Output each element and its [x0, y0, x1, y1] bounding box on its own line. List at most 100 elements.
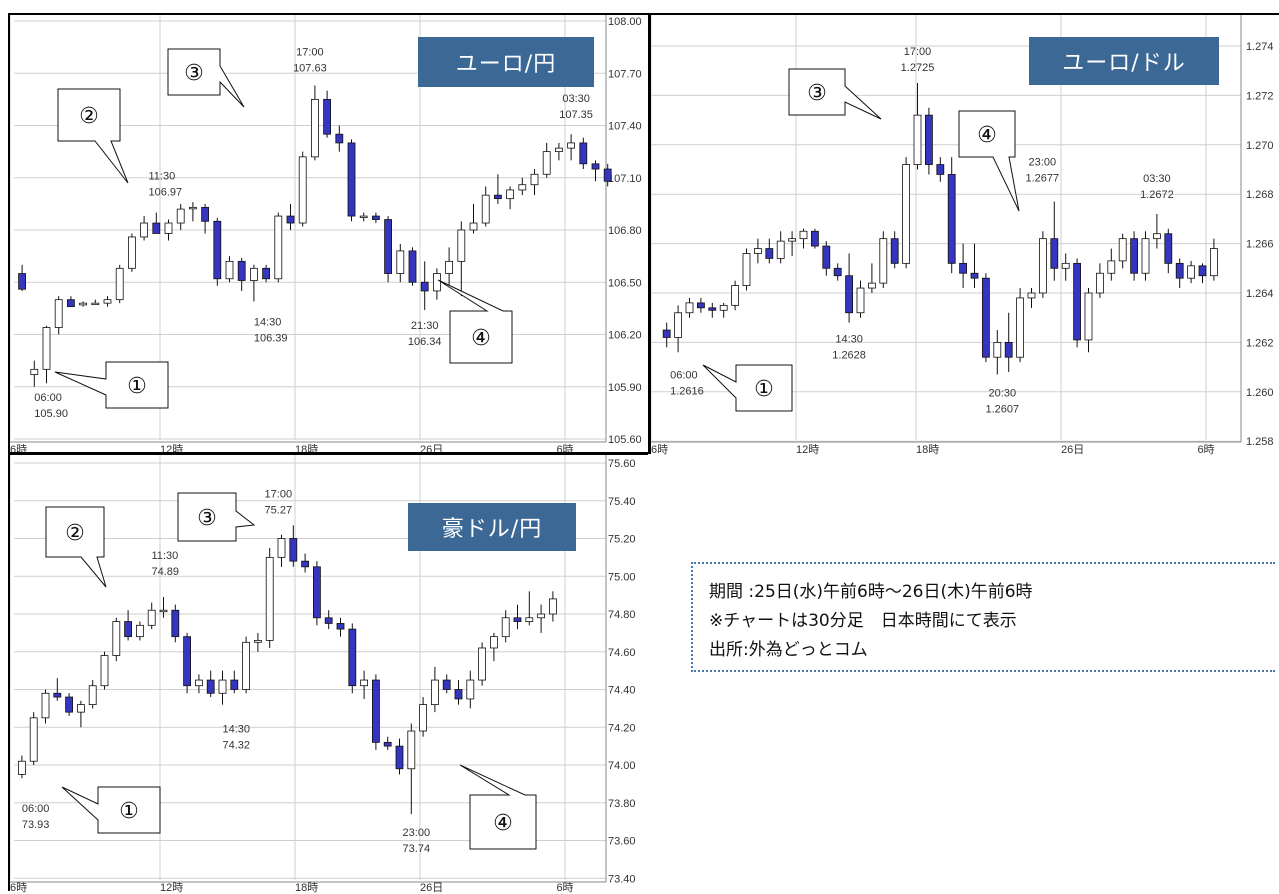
- candlestick: [201, 203, 210, 234]
- candlestick: [530, 169, 539, 196]
- x-tick-label: 26日: [420, 882, 443, 894]
- candlestick: [1198, 263, 1207, 284]
- candlestick: [54, 296, 63, 335]
- candlestick: [833, 263, 842, 281]
- candlestick: [731, 280, 739, 311]
- annotation-time: 14:30: [835, 334, 863, 346]
- callout-marker: ①: [54, 361, 169, 409]
- candlestick: [323, 90, 332, 138]
- callout-number: ①: [754, 377, 774, 402]
- annotation-time: 17:00: [296, 46, 324, 58]
- y-tick-label: 1.270: [1246, 140, 1274, 152]
- candlestick: [65, 693, 73, 716]
- candlestick: [1152, 213, 1161, 249]
- candlestick: [1027, 288, 1036, 308]
- annotation-time: 23:00: [403, 827, 431, 839]
- candlestick: [902, 157, 911, 269]
- callout-number: ④: [493, 811, 513, 836]
- annotation-price: 1.2607: [985, 404, 1019, 416]
- candlestick: [1164, 228, 1173, 274]
- annotation-price: 1.2672: [1140, 189, 1174, 201]
- candlestick: [478, 642, 487, 686]
- candlestick: [481, 186, 490, 227]
- x-tick-label: 12時: [796, 443, 819, 456]
- candlestick: [289, 525, 298, 567]
- candlestick: [1050, 201, 1059, 281]
- candlestick: [856, 280, 865, 318]
- y-tick-label: 107.40: [608, 121, 642, 133]
- candlestick: [525, 591, 534, 626]
- annotation-price: 74.89: [152, 566, 180, 578]
- candlestick: [981, 273, 990, 363]
- annotation-time: 17:00: [265, 488, 293, 500]
- info-note: ※チャートは30分足 日本時間にて表示: [709, 611, 1017, 631]
- x-tick-label: 26日: [1061, 444, 1084, 456]
- y-tick-label: 108.00: [608, 16, 642, 28]
- callout-marker: ②: [57, 88, 129, 184]
- annotation-time: 14:30: [223, 724, 251, 736]
- candlestick: [30, 360, 39, 387]
- candlestick: [1004, 312, 1013, 373]
- callout-number: ②: [65, 521, 85, 546]
- candlestick: [1210, 238, 1218, 281]
- x-tick-label: 18時: [295, 881, 318, 894]
- y-tick-label: 1.266: [1246, 239, 1274, 251]
- candlestick: [799, 228, 808, 249]
- candlestick: [159, 597, 168, 618]
- annotation-price: 1.2616: [670, 385, 704, 397]
- candlestick: [685, 297, 694, 318]
- annotation-price: 1.2628: [832, 350, 866, 362]
- y-tick-label: 74.80: [608, 609, 636, 621]
- candlestick: [754, 238, 762, 264]
- candlestick: [493, 174, 502, 204]
- annotation-price: 1.2677: [1025, 173, 1059, 185]
- y-tick-label: 107.70: [608, 68, 642, 80]
- candlestick: [42, 325, 51, 384]
- annotation-price: 106.97: [149, 187, 183, 199]
- candlestick: [708, 302, 717, 318]
- annotation-time: 06:00: [22, 803, 50, 815]
- candlestick: [776, 231, 785, 264]
- candlestick: [286, 203, 295, 230]
- candlestick: [112, 617, 121, 662]
- candlestick: [603, 163, 612, 187]
- chart-panel-eurjpy: 108.00 107.70 107.40 107.10 106.80 106.50 106.…: [8, 13, 648, 456]
- candlestick: [567, 134, 575, 161]
- candlestick: [697, 297, 705, 313]
- candlestick: [29, 712, 38, 765]
- candlestick: [77, 700, 85, 728]
- callout-marker: ④: [459, 764, 537, 850]
- candlestick: [579, 137, 588, 170]
- y-tick-label: 1.268: [1246, 189, 1274, 201]
- candlestick: [79, 301, 87, 307]
- candlestick: [845, 253, 854, 323]
- candlestick: [719, 302, 728, 318]
- candlestick: [206, 670, 215, 698]
- candlestick: [67, 296, 75, 308]
- candlestick: [176, 203, 185, 230]
- candlestick: [408, 247, 417, 286]
- y-tick-label: 74.40: [608, 685, 636, 697]
- callout-marker: ③: [788, 68, 882, 120]
- candlestick: [1175, 258, 1184, 289]
- annotation-price: 106.34: [408, 336, 442, 348]
- callout-number: ④: [977, 123, 997, 148]
- candlestick: [371, 212, 380, 224]
- candlestick: [41, 689, 50, 724]
- candlestick: [225, 256, 234, 283]
- candlestick: [359, 212, 368, 222]
- candlestick: [237, 257, 246, 291]
- candlestick: [164, 219, 173, 241]
- y-tick-label: 73.40: [608, 873, 636, 885]
- candlestick: [1073, 258, 1082, 348]
- callout-number: ④: [471, 326, 491, 351]
- candlestick: [454, 680, 463, 705]
- candlestick: [430, 666, 439, 713]
- candlestick: [506, 186, 515, 210]
- candlestick: [136, 621, 144, 641]
- info-period: 期間 :25日(水)午前6時～26日(木)午前6時: [709, 582, 1033, 602]
- candlestick: [194, 674, 203, 694]
- annotation-price: 107.35: [559, 109, 593, 121]
- candlestick: [124, 610, 132, 641]
- candlestick: [140, 216, 149, 241]
